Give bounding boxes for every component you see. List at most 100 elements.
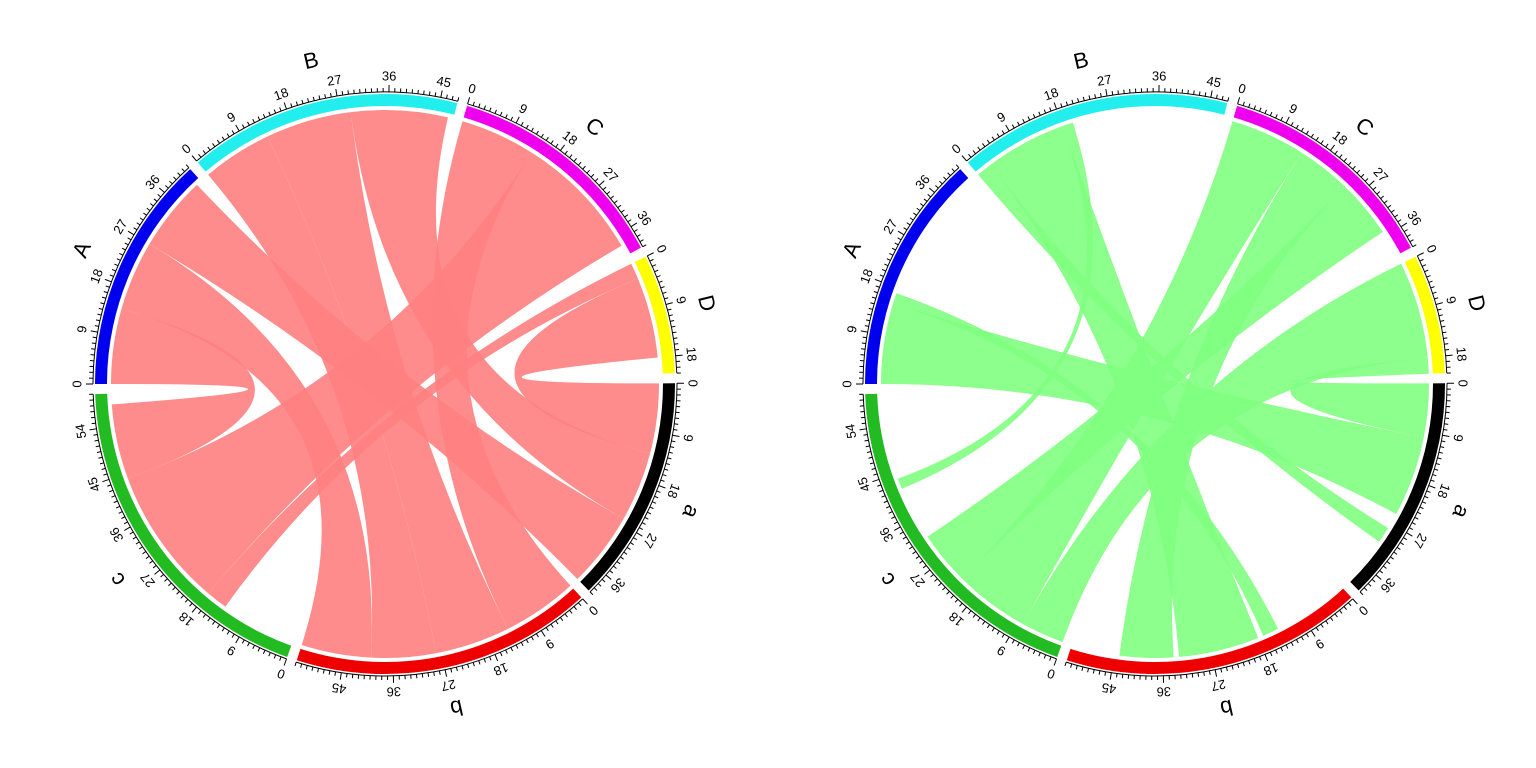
tick-label: 18: [560, 127, 581, 148]
minor-tick: [216, 139, 220, 144]
minor-tick: [1432, 291, 1437, 294]
minor-tick: [606, 191, 611, 195]
link-D-a: [1290, 357, 1429, 438]
major-tick: [89, 428, 97, 431]
minor-tick: [986, 624, 990, 629]
minor-tick: [1017, 121, 1020, 126]
minor-tick: [594, 178, 599, 182]
minor-tick: [642, 244, 647, 248]
sector-A: 0 9 18 27 36 A: [67, 164, 199, 388]
minor-tick: [633, 537, 638, 541]
minor-tick: [1043, 109, 1047, 114]
tick-label: 36: [1152, 68, 1167, 83]
minor-tick: [652, 501, 657, 504]
major-tick: [158, 187, 165, 193]
minor-tick: [613, 565, 617, 569]
minor-tick: [1094, 94, 1097, 99]
minor-tick: [950, 595, 954, 599]
minor-tick: [627, 219, 632, 223]
minor-tick: [674, 343, 679, 345]
minor-tick: [311, 666, 314, 671]
minor-tick: [1269, 111, 1273, 116]
sector-band-a: [580, 383, 675, 591]
minor-tick: [540, 133, 544, 138]
major-tick: [665, 302, 673, 305]
major-tick: [675, 354, 683, 357]
minor-tick: [132, 536, 137, 540]
minor-tick: [1075, 665, 1078, 670]
minor-tick: [569, 154, 573, 159]
minor-tick: [894, 242, 899, 246]
minor-tick: [1087, 668, 1090, 673]
major-tick: [658, 485, 666, 489]
minor-tick: [1372, 186, 1377, 191]
minor-tick: [1422, 264, 1427, 267]
minor-tick: [101, 467, 106, 471]
minor-tick: [124, 242, 129, 246]
minor-tick: [1305, 633, 1309, 638]
minor-tick: [972, 614, 976, 618]
minor-tick: [96, 451, 102, 453]
minor-tick: [505, 114, 508, 119]
minor-tick: [1077, 98, 1080, 103]
minor-tick: [1242, 101, 1245, 106]
minor-tick: [164, 578, 168, 582]
minor-tick: [601, 578, 606, 583]
minor-tick: [1383, 200, 1388, 204]
minor-tick: [168, 582, 172, 587]
sector-band-c: [865, 393, 1062, 658]
minor-tick: [1444, 343, 1449, 345]
tick-label: 9: [1443, 295, 1459, 306]
links: [881, 121, 1429, 659]
tick-label: 0: [840, 380, 855, 387]
minor-tick: [902, 536, 907, 540]
minor-tick: [160, 574, 164, 578]
minor-tick: [99, 462, 104, 465]
minor-tick: [472, 662, 475, 667]
minor-tick: [550, 140, 554, 145]
minor-tick: [290, 103, 293, 108]
minor-tick: [499, 111, 503, 116]
major-tick: [1264, 654, 1269, 662]
minor-tick: [873, 473, 878, 476]
major-tick: [582, 598, 588, 605]
sector-b: 0 9 18 27 36 45 b: [294, 588, 601, 722]
minor-tick: [1198, 91, 1201, 96]
minor-tick: [555, 620, 559, 625]
major-tick: [335, 88, 338, 97]
minor-tick: [996, 630, 1000, 635]
tick-label: 9: [994, 109, 1008, 126]
minor-tick: [103, 473, 108, 476]
tick-label: 0: [1455, 380, 1470, 387]
minor-tick: [1310, 133, 1314, 138]
minor-tick: [135, 541, 140, 545]
tick-label: 27: [1410, 531, 1430, 551]
minor-tick: [1295, 124, 1299, 129]
minor-tick: [1386, 561, 1391, 565]
minor-tick: [1082, 96, 1085, 101]
minor-tick: [868, 307, 873, 310]
tick-label: 0: [949, 141, 964, 157]
major-tick: [1428, 485, 1436, 489]
minor-tick: [116, 505, 121, 509]
tick-label: 36: [876, 525, 896, 545]
minor-tick: [114, 263, 119, 267]
minor-tick: [1220, 668, 1223, 673]
sector-label-b: b: [1218, 695, 1235, 722]
minor-tick: [1403, 229, 1408, 233]
tick-label: 27: [110, 217, 130, 237]
links: [111, 110, 659, 658]
minor-tick: [946, 591, 950, 595]
minor-tick: [639, 239, 644, 243]
sector-band-C: [1233, 105, 1411, 254]
sector-axis-b: [296, 598, 584, 677]
minor-tick: [322, 669, 325, 674]
minor-tick: [428, 91, 431, 96]
minor-tick: [181, 168, 185, 172]
minor-tick: [1428, 280, 1433, 283]
tick-label: 27: [1210, 677, 1227, 695]
minor-tick: [457, 97, 460, 102]
minor-tick: [1203, 671, 1205, 676]
sector-label-A: A: [67, 237, 96, 261]
minor-tick: [92, 336, 97, 339]
